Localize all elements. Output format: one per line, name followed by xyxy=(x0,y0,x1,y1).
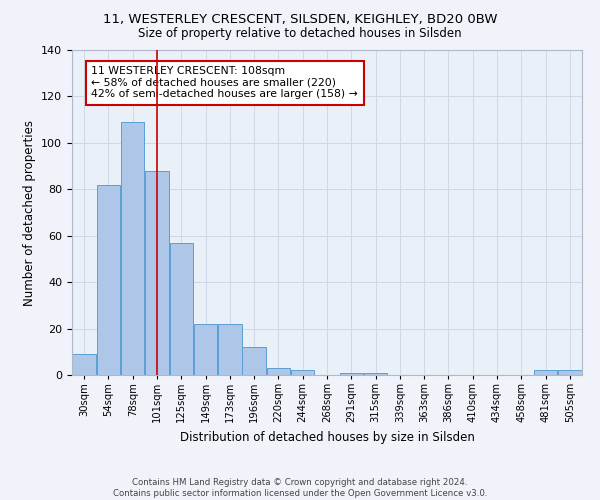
Text: Contains HM Land Registry data © Crown copyright and database right 2024.
Contai: Contains HM Land Registry data © Crown c… xyxy=(113,478,487,498)
Bar xyxy=(218,324,242,375)
Bar xyxy=(242,347,266,375)
Bar xyxy=(364,372,388,375)
Bar xyxy=(534,370,557,375)
Bar xyxy=(194,324,217,375)
Bar xyxy=(266,368,290,375)
Bar xyxy=(121,122,145,375)
Bar xyxy=(558,370,581,375)
Text: 11, WESTERLEY CRESCENT, SILSDEN, KEIGHLEY, BD20 0BW: 11, WESTERLEY CRESCENT, SILSDEN, KEIGHLE… xyxy=(103,12,497,26)
Bar xyxy=(145,170,169,375)
Bar xyxy=(340,372,363,375)
Y-axis label: Number of detached properties: Number of detached properties xyxy=(23,120,35,306)
Text: Size of property relative to detached houses in Silsden: Size of property relative to detached ho… xyxy=(138,28,462,40)
Bar xyxy=(73,354,96,375)
Text: 11 WESTERLEY CRESCENT: 108sqm
← 58% of detached houses are smaller (220)
42% of : 11 WESTERLEY CRESCENT: 108sqm ← 58% of d… xyxy=(91,66,358,100)
X-axis label: Distribution of detached houses by size in Silsden: Distribution of detached houses by size … xyxy=(179,430,475,444)
Bar xyxy=(291,370,314,375)
Bar xyxy=(97,184,120,375)
Bar xyxy=(170,242,193,375)
